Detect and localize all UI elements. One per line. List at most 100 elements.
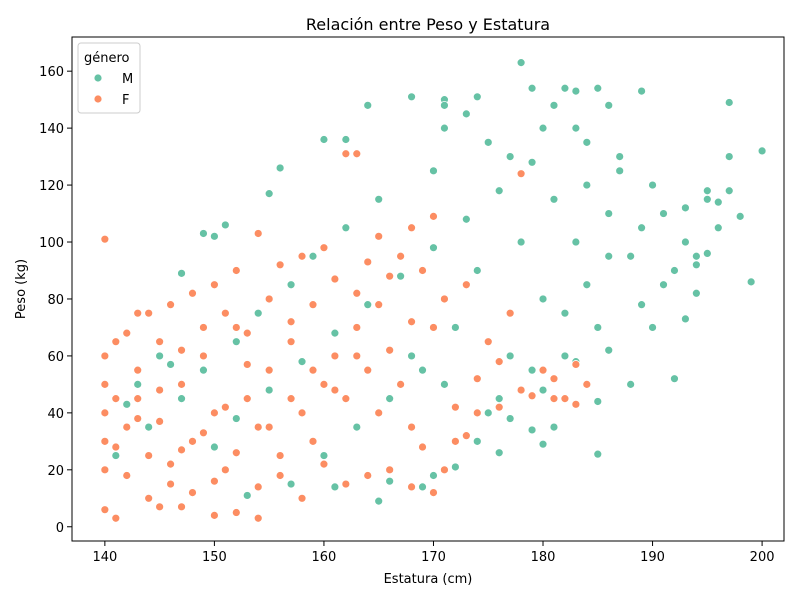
point-f-123 xyxy=(177,445,186,455)
point-m-110 xyxy=(648,180,657,190)
point-f-69 xyxy=(560,394,570,404)
point-f-35 xyxy=(155,337,165,347)
point-m-120 xyxy=(604,345,614,355)
point-f-86 xyxy=(220,308,230,318)
point-f-60 xyxy=(429,488,438,497)
point-f-20 xyxy=(188,288,197,298)
point-m-14 xyxy=(757,146,767,156)
x-tick-label: 140 xyxy=(92,550,117,565)
point-f-95 xyxy=(188,488,197,497)
point-m-20 xyxy=(691,260,701,270)
legend-box xyxy=(77,42,141,114)
point-m-47 xyxy=(286,479,296,489)
point-m-50 xyxy=(418,482,427,492)
plot-frame xyxy=(71,36,785,542)
x-tick-label: 200 xyxy=(750,550,775,565)
point-m-61 xyxy=(461,214,471,224)
point-m-80 xyxy=(418,365,427,375)
x-tick-label: 180 xyxy=(531,550,556,565)
point-m-74 xyxy=(626,379,636,389)
point-f-61 xyxy=(440,465,449,475)
point-m-26 xyxy=(549,422,559,432)
point-m-115 xyxy=(440,379,449,389)
point-m-107 xyxy=(538,123,548,133)
point-m-92 xyxy=(483,137,493,147)
point-f-80 xyxy=(352,288,362,298)
point-f-31 xyxy=(111,394,121,404)
point-f-21 xyxy=(166,300,175,310)
point-m-40 xyxy=(177,268,186,278)
point-f-109 xyxy=(527,391,537,401)
point-f-71 xyxy=(582,379,592,389)
point-f-101 xyxy=(319,459,329,469)
point-m-38 xyxy=(220,220,230,230)
point-f-6 xyxy=(155,502,165,512)
point-f-83 xyxy=(286,317,296,327)
point-f-67 xyxy=(538,365,548,375)
point-f-1 xyxy=(111,513,121,523)
point-f-15 xyxy=(319,243,329,253)
point-m-102 xyxy=(144,422,154,432)
point-m-22 xyxy=(681,314,690,324)
point-f-19 xyxy=(209,280,219,290)
point-m-59 xyxy=(527,157,537,167)
point-f-87 xyxy=(199,323,208,332)
point-f-2 xyxy=(253,513,263,523)
point-m-114 xyxy=(407,351,416,361)
point-f-77 xyxy=(396,251,406,261)
point-m-112 xyxy=(691,251,701,261)
point-m-71 xyxy=(538,294,548,304)
y-axis-title: Peso (kg) xyxy=(14,259,29,319)
point-f-116 xyxy=(330,385,340,395)
point-m-106 xyxy=(505,152,515,161)
point-f-25 xyxy=(111,337,121,347)
point-f-7 xyxy=(177,502,186,512)
point-f-66 xyxy=(516,385,526,395)
y-tick-label: 80 xyxy=(47,293,64,308)
point-f-94 xyxy=(166,459,175,469)
point-m-57 xyxy=(615,152,625,161)
point-f-18 xyxy=(231,266,241,275)
point-f-89 xyxy=(155,385,165,395)
point-f-110 xyxy=(549,374,559,384)
point-m-17 xyxy=(724,186,734,196)
point-m-121 xyxy=(637,300,646,310)
point-f-124 xyxy=(155,417,165,426)
point-m-116 xyxy=(472,436,482,446)
point-f-93 xyxy=(144,493,154,503)
point-m-34 xyxy=(341,135,351,144)
point-f-39 xyxy=(199,351,208,361)
point-m-77 xyxy=(702,194,712,204)
point-f-68 xyxy=(549,394,559,404)
point-m-23 xyxy=(670,374,679,384)
point-m-35 xyxy=(275,163,285,173)
point-f-74 xyxy=(461,280,471,290)
point-f-55 xyxy=(374,408,384,418)
point-f-122 xyxy=(199,428,208,438)
point-m-72 xyxy=(571,237,581,247)
point-f-73 xyxy=(505,308,515,318)
point-m-4 xyxy=(571,86,581,96)
point-m-73 xyxy=(593,323,603,332)
point-f-22 xyxy=(144,308,154,318)
point-f-114 xyxy=(374,300,384,310)
point-m-69 xyxy=(209,442,219,452)
legend-marker-m xyxy=(93,73,103,83)
point-f-119 xyxy=(264,422,274,432)
point-m-43 xyxy=(122,399,132,409)
point-m-21 xyxy=(691,288,701,298)
point-m-66 xyxy=(297,357,307,367)
point-f-38 xyxy=(188,436,197,446)
y-tick-label: 20 xyxy=(47,464,64,479)
point-m-90 xyxy=(516,237,526,247)
point-f-13 xyxy=(374,231,384,241)
point-f-10 xyxy=(516,169,526,179)
point-m-44 xyxy=(166,360,175,369)
point-m-95 xyxy=(341,223,351,233)
point-m-82 xyxy=(352,422,362,432)
point-f-99 xyxy=(275,471,285,480)
point-m-15 xyxy=(735,211,745,221)
point-m-9 xyxy=(724,98,734,107)
point-m-62 xyxy=(429,243,438,253)
point-m-1 xyxy=(527,83,537,93)
